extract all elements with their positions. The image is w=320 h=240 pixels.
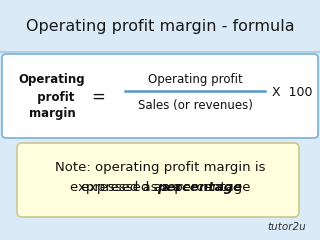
Text: Operating profit margin - formula: Operating profit margin - formula (26, 19, 294, 35)
FancyBboxPatch shape (17, 143, 299, 217)
Text: Sales (or revenues): Sales (or revenues) (138, 98, 252, 112)
Text: =: = (91, 88, 105, 106)
Text: tutor2u: tutor2u (267, 222, 306, 232)
Text: Operating profit: Operating profit (148, 72, 242, 85)
Text: percentage: percentage (157, 181, 242, 194)
FancyBboxPatch shape (2, 54, 318, 138)
Text: X  100: X 100 (272, 85, 312, 98)
Text: Operating
  profit
margin: Operating profit margin (19, 73, 85, 120)
Text: expressed as a: expressed as a (81, 181, 186, 194)
Text: expressed as a percentage: expressed as a percentage (70, 181, 250, 194)
Text: Note: operating profit margin is: Note: operating profit margin is (55, 162, 265, 174)
